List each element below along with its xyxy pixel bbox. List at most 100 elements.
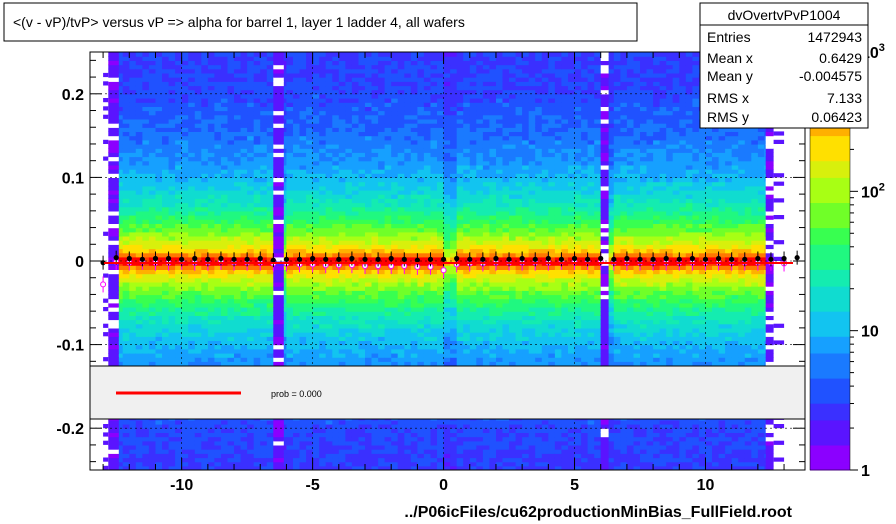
heatmap-cell [175, 307, 183, 312]
heatmap-cell [365, 419, 373, 425]
heatmap-cell [221, 323, 229, 329]
heatmap-cell [293, 357, 301, 362]
heatmap-cell [397, 202, 405, 208]
heatmap-cell [410, 294, 418, 300]
heatmap-cell [162, 340, 170, 346]
heatmap-cell [437, 252, 445, 258]
heatmap-cell [221, 106, 229, 112]
heatmap-cell [155, 332, 163, 337]
heatmap-cell [162, 361, 170, 367]
heatmap-cell [378, 449, 386, 454]
heatmap-cell [365, 68, 373, 74]
heatmap-cell [319, 215, 327, 220]
heatmap-cell [430, 177, 438, 183]
heatmap-cell [338, 198, 346, 204]
heatmap-cell [404, 127, 412, 132]
heatmap-cell [358, 440, 366, 446]
heatmap-cell [188, 457, 196, 463]
heatmap-cell [391, 118, 399, 124]
heatmap-cell [116, 256, 124, 262]
heatmap-cell [384, 298, 392, 304]
heatmap-cell [201, 319, 209, 325]
heatmap-cell [378, 361, 386, 367]
heatmap-cell [221, 302, 229, 308]
heatmap-cell [423, 144, 431, 149]
heatmap-cell [148, 181, 156, 187]
heatmap-cell [391, 457, 399, 463]
heatmap-cell [155, 148, 163, 153]
heatmap-cell [221, 240, 229, 245]
heatmap-cell [417, 181, 425, 187]
heatmap-cell [404, 156, 412, 162]
heatmap-cell [181, 436, 189, 442]
heatmap-cell [286, 173, 294, 178]
heatmap-cell [122, 77, 130, 82]
heatmap-cell [306, 110, 314, 116]
heatmap-cell [201, 206, 209, 212]
heatmap-cell [221, 202, 229, 208]
heatmap-cell [391, 123, 399, 128]
heatmap-cell [247, 210, 255, 216]
heatmap-cell [423, 106, 431, 112]
heatmap-cell [378, 436, 386, 442]
heatmap-cell [142, 444, 150, 450]
heatmap-cell [155, 152, 163, 158]
heatmap-cell [135, 123, 143, 128]
heatmap-cell [378, 152, 386, 158]
heatmap-cell [188, 118, 196, 124]
heatmap-cell [162, 323, 170, 329]
heatmap-cell [319, 177, 327, 183]
heatmap-cell [286, 332, 294, 337]
heatmap-cell [221, 127, 229, 132]
heatmap-cell [135, 273, 143, 279]
heatmap-cell [260, 52, 268, 57]
heatmap-cell [365, 235, 373, 241]
heatmap-cell [227, 286, 235, 291]
heatmap-cell [430, 144, 438, 149]
heatmap-cell [227, 344, 235, 350]
heatmap-cell [410, 177, 418, 183]
heatmap-cell [207, 152, 215, 158]
heatmap-cell [135, 56, 143, 61]
heatmap-cell [319, 198, 327, 204]
heatmap-cell [312, 465, 320, 470]
heatmap-cell [391, 298, 399, 304]
heatmap-cell [129, 353, 137, 358]
heatmap-cell [221, 68, 229, 74]
heatmap-cell [266, 315, 274, 321]
heatmap-cell [332, 235, 340, 241]
heatmap-cell [312, 89, 320, 95]
heatmap-cell [410, 444, 418, 450]
heatmap-cell [391, 348, 399, 354]
heatmap-cell [148, 357, 156, 362]
heatmap-cell [404, 311, 412, 316]
heatmap-cell [253, 72, 261, 78]
heatmap-cell [404, 424, 412, 429]
heatmap-cell [253, 286, 261, 291]
heatmap-cell [129, 169, 137, 174]
heatmap-cell [332, 114, 340, 120]
heatmap-cell [142, 173, 150, 178]
heatmap-cell [404, 281, 412, 287]
heatmap-cell [417, 256, 425, 262]
heatmap-cell [135, 453, 143, 459]
heatmap-cell [168, 72, 176, 78]
heatmap-cell [404, 361, 412, 367]
heatmap-cell [201, 56, 209, 61]
heatmap-cell [358, 198, 366, 204]
heatmap-cell [194, 118, 202, 124]
heatmap-cell [338, 118, 346, 124]
heatmap-cell [299, 56, 307, 61]
heatmap-cell [345, 436, 353, 442]
heatmap-cell [397, 148, 405, 153]
heatmap-cell [227, 332, 235, 337]
heatmap-cell [188, 432, 196, 438]
heatmap-cell [371, 194, 379, 199]
heatmap-cell [122, 60, 130, 66]
heatmap-cell [266, 319, 274, 325]
heatmap-cell [201, 227, 209, 233]
heatmap-cell [129, 173, 137, 178]
heatmap-cell [240, 64, 248, 70]
heatmap-cell [207, 424, 215, 429]
heatmap-cell [410, 307, 418, 312]
